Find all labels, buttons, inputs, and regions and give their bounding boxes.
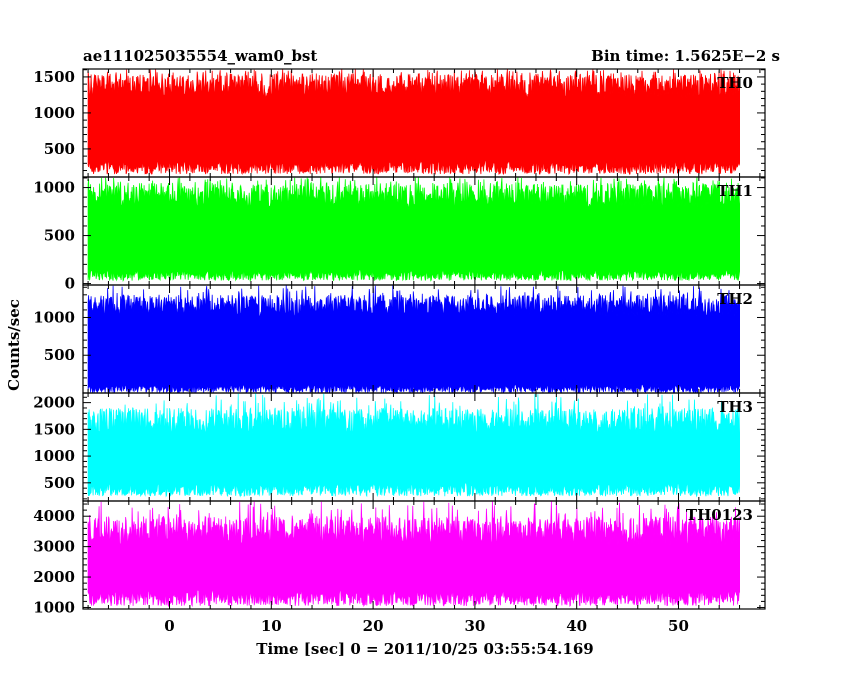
panel-label-th1: TH1 <box>717 182 753 200</box>
y-tick-label: 1500 <box>33 420 75 438</box>
panel-th0123: 1000 2000 3000 4000 TH0123 <box>33 500 766 616</box>
y-tick-label: 1000 <box>33 308 75 326</box>
series-th0 <box>87 69 740 176</box>
y-tick-label: 1000 <box>33 447 75 465</box>
series-th3 <box>87 393 740 498</box>
y-tick-label: 1000 <box>33 598 75 616</box>
panel-label-th0123: TH0123 <box>686 506 753 524</box>
panel-th1: 0 500 1000 TH1 <box>33 176 766 293</box>
x-tick-label: 0 <box>164 617 174 635</box>
chart-title-left: ae111025035554_wam0_bst <box>83 47 317 65</box>
panel-frame <box>82 500 766 610</box>
panel-label-th0: TH0 <box>717 74 753 92</box>
y-tick-label: 0 <box>65 275 75 293</box>
x-tick-label: 10 <box>261 617 282 635</box>
panel-th0: 500 1000 1500 TH0 <box>33 68 766 178</box>
series-th2 <box>87 285 740 393</box>
y-tick-label: 1500 <box>33 68 75 86</box>
y-tick-label: 2000 <box>33 394 75 412</box>
chart-title-right: Bin time: 1.5625E−2 s <box>591 47 780 65</box>
y-tick-label: 4000 <box>33 507 75 525</box>
y-axis-label: Counts/sec <box>5 299 23 391</box>
x-tick-label: 30 <box>464 617 485 635</box>
x-axis-label: Time [sec] 0 = 2011/10/25 03:55:54.169 <box>256 640 593 658</box>
x-tick-label: 50 <box>668 617 689 635</box>
x-tick-labels: 0 10 20 30 40 50 <box>164 617 689 635</box>
y-tick-label: 1000 <box>33 104 75 122</box>
y-tick-label: 500 <box>44 140 75 158</box>
series-th0123 <box>87 501 740 608</box>
panel-th3: 500 1000 1500 2000 TH3 <box>33 392 766 502</box>
y-tick-label: 1000 <box>33 179 75 197</box>
y-tick-label: 500 <box>44 346 75 364</box>
series-th1 <box>87 177 740 282</box>
panel-label-th3: TH3 <box>717 398 753 416</box>
y-tick-label: 500 <box>44 227 75 245</box>
y-tick-label: 3000 <box>33 538 75 556</box>
y-tick-label: 500 <box>44 474 75 492</box>
y-tick-label: 2000 <box>33 568 75 586</box>
panel-label-th2: TH2 <box>717 290 753 308</box>
x-tick-label: 40 <box>566 617 587 635</box>
panels-group: 500 1000 1500 TH0 0 500 1000 TH1 500 1000 TH2 500 10… <box>33 68 766 616</box>
x-tick-label: 20 <box>363 617 384 635</box>
panel-th2: 500 1000 TH2 <box>33 284 766 394</box>
